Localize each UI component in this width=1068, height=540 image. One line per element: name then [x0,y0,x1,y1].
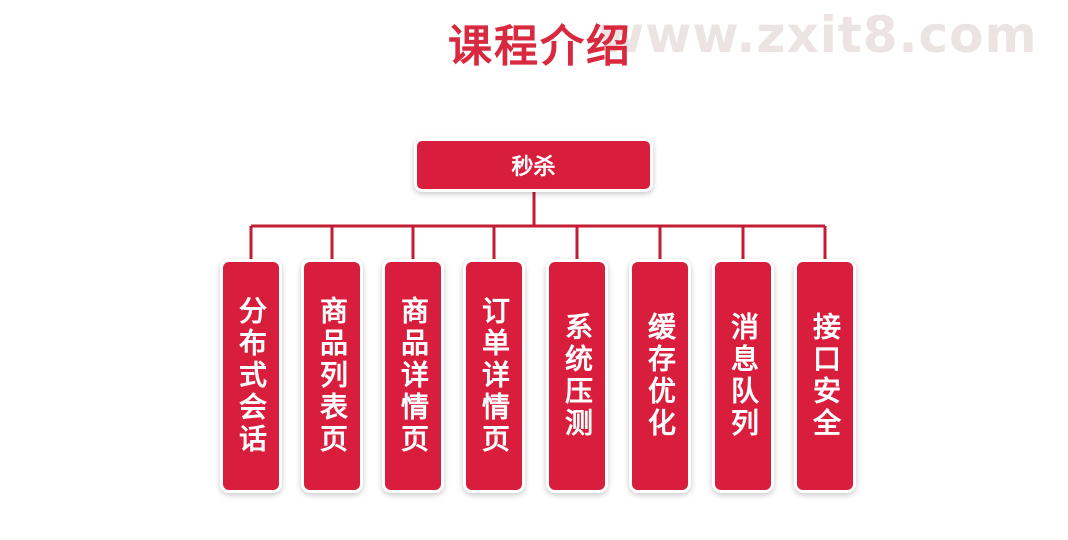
child-node-distributed-session: 分布式会话 [223,262,279,490]
watermark-text: www.zxit8.com [598,6,1038,64]
child-node-label: 订单详情页 [478,296,511,456]
child-node-label: 商品列表页 [316,296,349,456]
child-node-label: 系统压测 [561,312,594,440]
child-node-product-detail: 商品详情页 [385,262,441,490]
child-node-label: 消息队列 [727,312,760,440]
root-node-label: 秒杀 [511,155,556,180]
child-node-product-list: 商品列表页 [304,262,360,490]
page-title: 课程介绍 [448,21,632,72]
child-node-cache-optimization: 缓存优化 [632,262,688,490]
child-node-message-queue: 消息队列 [715,262,771,490]
child-node-label: 分布式会话 [235,296,268,456]
child-node-label: 商品详情页 [397,296,430,456]
child-node-order-detail: 订单详情页 [466,262,522,490]
child-node-label: 接口安全 [809,312,842,440]
child-node-stress-test: 系统压测 [549,262,605,490]
root-node: 秒杀 [417,141,650,189]
child-node-api-security: 接口安全 [797,262,853,490]
child-node-label: 缓存优化 [644,312,677,440]
